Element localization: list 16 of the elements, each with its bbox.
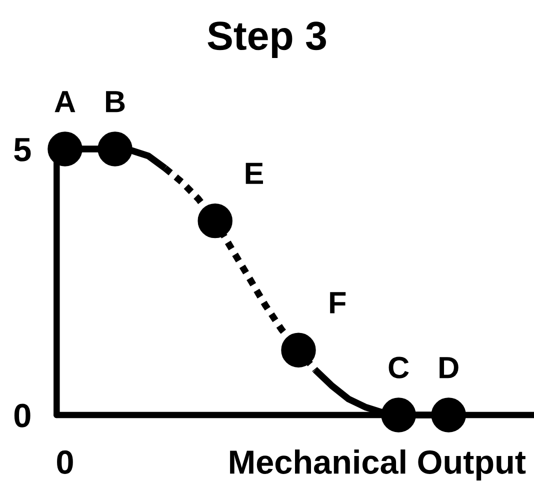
text: B (106, 91, 125, 112)
annotation: F (330, 292, 346, 314)
annotation: E (246, 162, 263, 184)
point (431, 398, 466, 432)
y-tick-label: 5 (14, 138, 31, 162)
text: 0 (57, 450, 73, 474)
text: A (54, 91, 76, 112)
point (281, 332, 316, 368)
annotation: D (440, 357, 458, 378)
annotation: C (388, 356, 409, 378)
chart-title: Step 3 (208, 22, 326, 58)
point (381, 398, 416, 432)
point (198, 203, 232, 238)
point (98, 132, 132, 166)
point (48, 132, 82, 166)
x-axis-title: Mechanical Output (230, 449, 526, 481)
